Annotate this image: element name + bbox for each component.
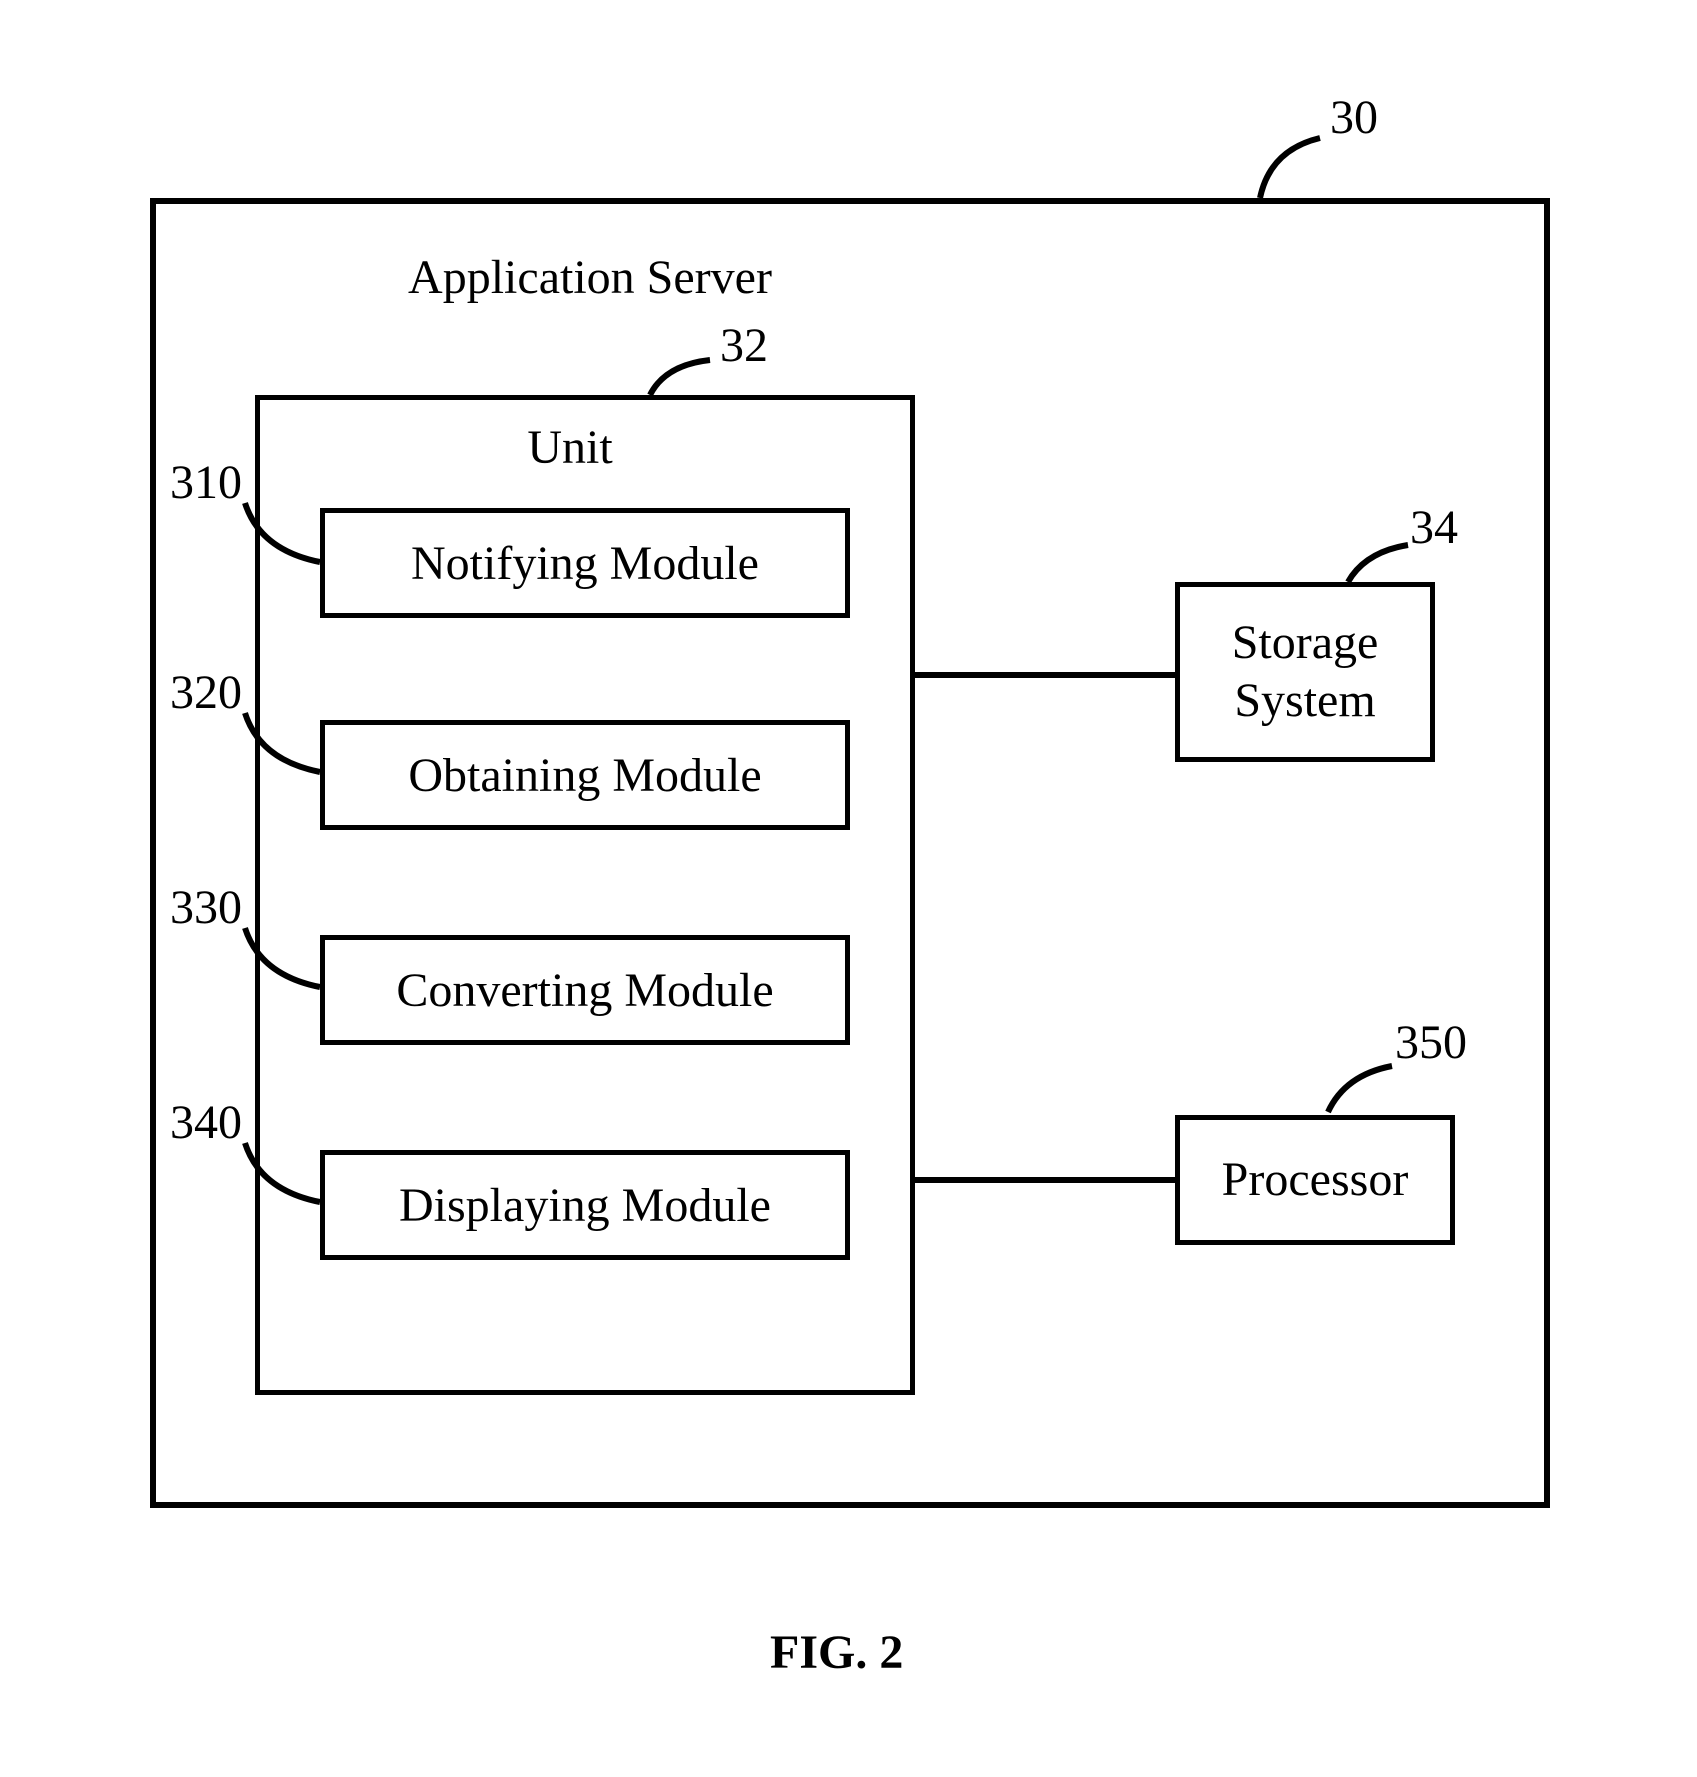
connector-unit-storage <box>915 672 1175 678</box>
ref-310-lead <box>240 500 325 570</box>
ref-330-lead <box>240 925 325 995</box>
storage-label-1: Storage <box>1232 614 1379 672</box>
ref-340-lead <box>240 1140 325 1210</box>
ref-30-lead <box>1250 130 1330 200</box>
module-displaying: Displaying Module <box>320 1150 850 1260</box>
figure-label: FIG. 2 <box>770 1625 903 1680</box>
ref-34-lead <box>1340 540 1415 590</box>
ref-30: 30 <box>1330 90 1378 145</box>
ref-340: 340 <box>170 1095 242 1150</box>
ref-32: 32 <box>720 318 768 373</box>
module-notifying-label: Notifying Module <box>411 536 759 591</box>
unit-title: Unit <box>490 420 650 475</box>
storage-system-box: Storage System <box>1175 582 1435 762</box>
connector-unit-processor <box>915 1177 1175 1183</box>
module-obtaining: Obtaining Module <box>320 720 850 830</box>
storage-label-2: System <box>1234 672 1375 730</box>
ref-320-lead <box>240 710 325 780</box>
module-displaying-label: Displaying Module <box>399 1178 771 1233</box>
ref-34: 34 <box>1410 500 1458 555</box>
ref-320: 320 <box>170 665 242 720</box>
ref-32-lead <box>640 355 720 405</box>
ref-310: 310 <box>170 455 242 510</box>
module-converting: Converting Module <box>320 935 850 1045</box>
application-server-title: Application Server <box>380 250 800 305</box>
processor-box: Processor <box>1175 1115 1455 1245</box>
ref-350: 350 <box>1395 1015 1467 1070</box>
module-converting-label: Converting Module <box>396 963 773 1018</box>
diagram-root: 30 Application Server 32 Unit Notifying … <box>0 0 1697 1777</box>
module-notifying: Notifying Module <box>320 508 850 618</box>
ref-350-lead <box>1320 1060 1400 1120</box>
processor-label: Processor <box>1222 1151 1409 1209</box>
ref-330: 330 <box>170 880 242 935</box>
module-obtaining-label: Obtaining Module <box>408 748 761 803</box>
